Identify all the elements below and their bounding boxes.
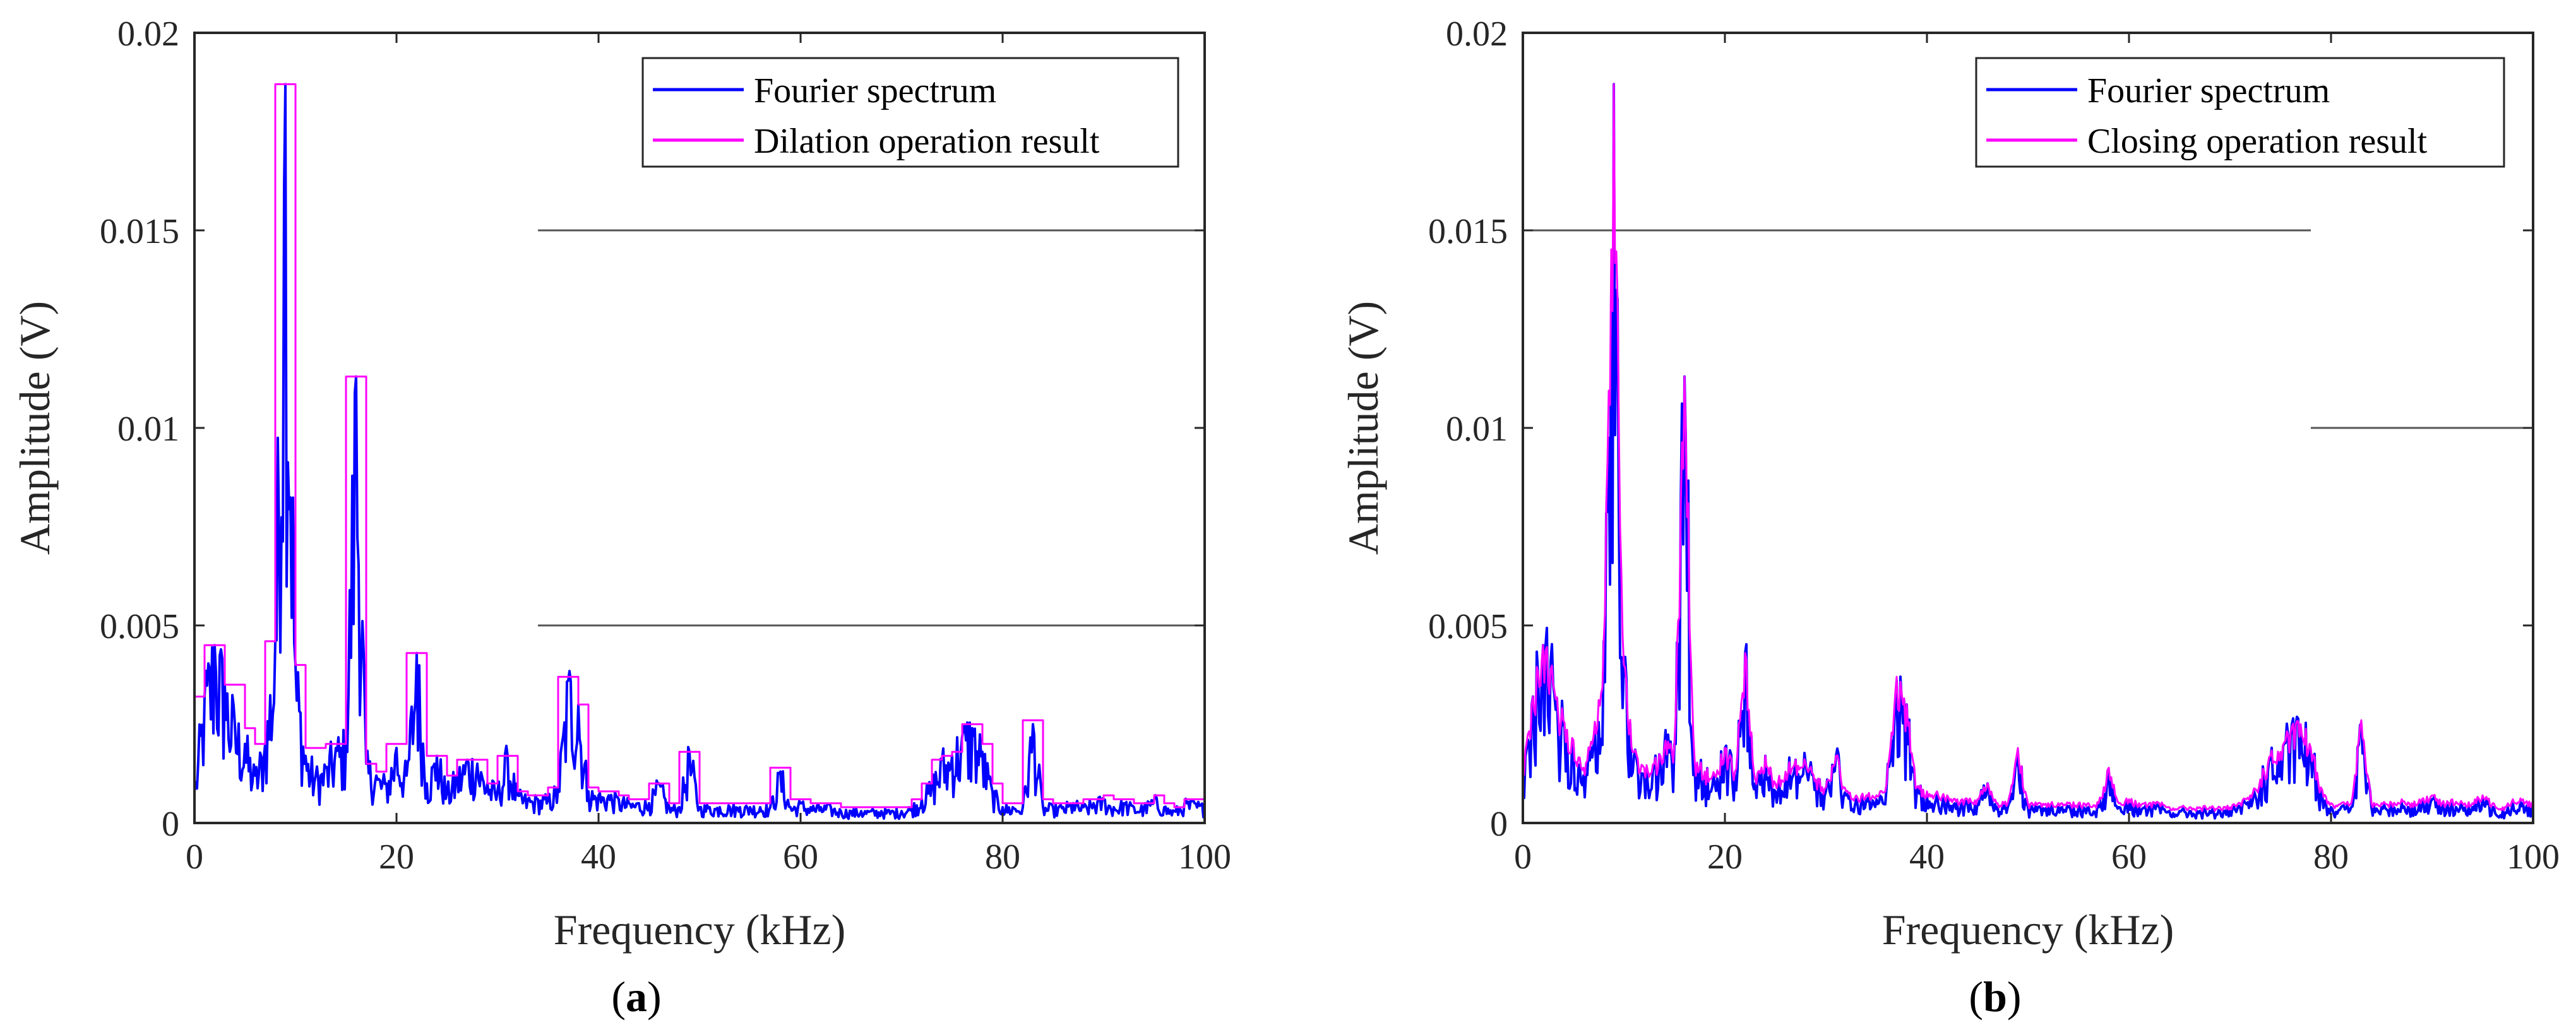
x-tick-label: 100	[1178, 838, 1231, 877]
x-tick-label: 80	[985, 838, 1020, 877]
x-tick-label: 60	[2111, 838, 2147, 877]
x-axis-label-a: Frequency (kHz)	[554, 906, 846, 954]
x-tick-label: 80	[2313, 838, 2349, 877]
series-line-fourier-spectrum	[193, 83, 1206, 820]
x-tick-label: 20	[379, 838, 414, 877]
y-tick-label: 0.015	[100, 212, 179, 251]
series-group-b	[1522, 83, 2534, 820]
x-tick-label: 0	[1514, 838, 1532, 877]
legend-box-b	[1975, 57, 2505, 168]
y-tick-label: 0	[1490, 805, 1508, 844]
chart-panel-a: 0 20 40 60 80 100 0 0.005 0.01 0.015 0.02 Frequenc…	[11, 15, 1231, 1021]
x-axis-label-b: Frequency (kHz)	[1882, 906, 2174, 954]
y-tick-label: 0	[162, 805, 179, 844]
x-tick-label: 20	[1707, 838, 1743, 877]
y-tick-label: 0.02	[1446, 15, 1508, 54]
legend-label-dilation-a: Dilation operation result	[754, 122, 1100, 161]
series-line-closing-operation-result	[1522, 83, 2534, 812]
x-tick-label: 0	[186, 838, 203, 877]
legend-a: Fourier spectrum Dilation operation resu…	[641, 57, 1179, 168]
reference-lines-b	[1523, 229, 2533, 429]
y-tick-label: 0.005	[100, 607, 179, 646]
ticks-a: 0 20 40 60 80 100 0 0.005 0.01 0.015 0.02	[100, 15, 1231, 877]
legend-box-a	[641, 57, 1179, 168]
x-tick-label: 100	[2507, 838, 2560, 877]
panel-caption-letter-a: a	[626, 973, 647, 1021]
y-tick-label: 0.005	[1428, 607, 1508, 646]
series-group-a	[193, 83, 1206, 820]
y-tick-label: 0.01	[1446, 410, 1508, 449]
legend-label-closing-b: Closing operation result	[2087, 122, 2428, 161]
legend-label-fourier-a: Fourier spectrum	[754, 71, 996, 110]
reference-lines-a	[538, 229, 1205, 627]
panel-caption-letter-b: b	[1983, 973, 2007, 1021]
y-axis-label-b: Amplitude (V)	[1339, 301, 1387, 555]
y-tick-label: 0.015	[1428, 212, 1508, 251]
x-tick-label: 40	[1909, 838, 1945, 877]
legend-label-fourier-b: Fourier spectrum	[2087, 71, 2330, 110]
y-tick-label: 0.01	[117, 410, 179, 449]
ticks-b: 0 20 40 60 80 100 0 0.005 0.01 0.015 0.02	[1428, 15, 2560, 877]
series-line-dilation-operation-result	[194, 83, 1206, 808]
x-tick-label: 40	[581, 838, 616, 877]
panel-caption-b: (b)	[1969, 973, 2021, 1021]
legend-b: Fourier spectrum Closing operation resul…	[1975, 57, 2505, 168]
panel-caption-a: (a)	[611, 973, 661, 1021]
y-axis-label-a: Amplitude (V)	[11, 301, 59, 555]
y-tick-label: 0.02	[117, 15, 179, 54]
chart-panel-b: 0 20 40 60 80 100 0 0.005 0.01 0.015 0.02 Frequenc…	[1339, 15, 2560, 1021]
x-tick-label: 60	[783, 838, 818, 877]
